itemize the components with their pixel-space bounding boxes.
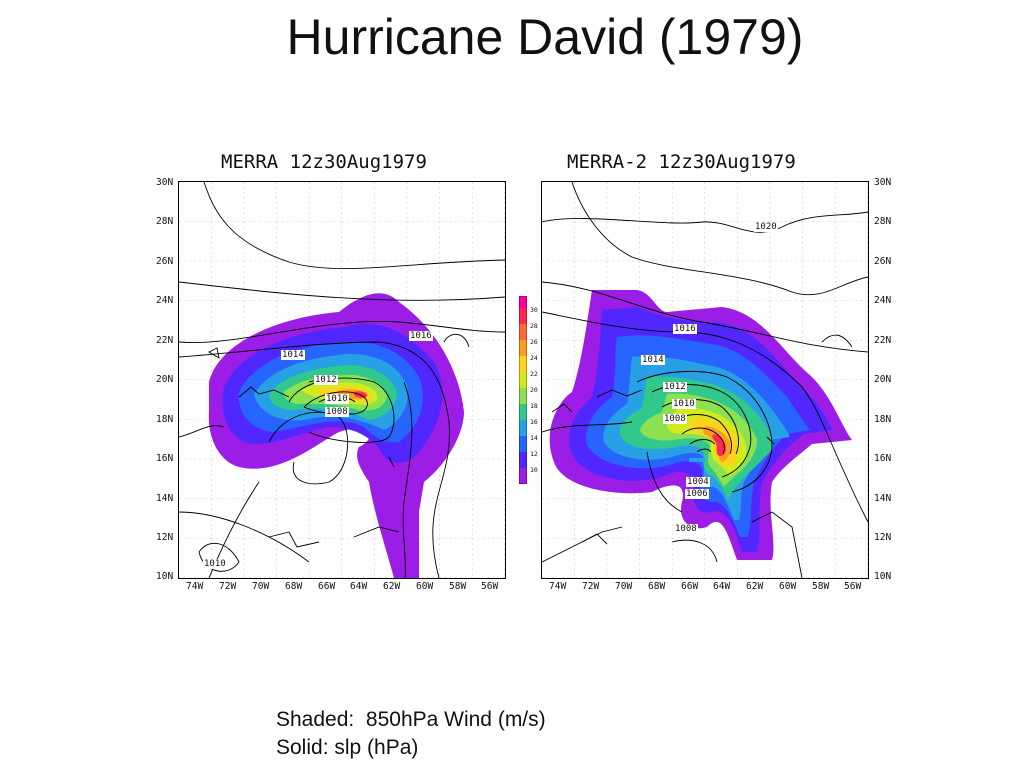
slide-title: Hurricane David (1979) [286,9,804,65]
colorbar-label: 30 [530,306,538,314]
lon-label: 70W [615,581,633,592]
contour-label: 1010 [325,394,349,404]
contour-label: 1014 [281,350,305,360]
lon-label: 62W [746,581,764,592]
lat-label: 26N [156,256,174,267]
colorbar-label: 18 [530,402,538,410]
lat-label: 12N [156,532,174,543]
lon-label: 64W [713,581,731,592]
lat-label: 28N [874,216,892,227]
lat-label: 22N [874,335,892,346]
lat-label: 14N [874,493,892,504]
contour-label: 1006 [685,489,709,499]
lat-label: 20N [874,374,892,385]
figure-legend: Shaded: 850hPa Wind (m/s) Solid: slp (hP… [276,706,546,762]
contour-label: 1008 [674,524,698,534]
right-map-plot [542,182,868,578]
lat-label: 14N [156,493,174,504]
lon-label: 68W [648,581,666,592]
lon-label: 56W [844,581,862,592]
lon-label: 66W [318,581,336,592]
left-panel-title: MERRA 12z30Aug1979 [221,151,427,173]
lat-label: 30N [156,177,174,188]
contour-label: 1020 [754,222,778,232]
lat-label: 26N [874,256,892,267]
lon-label: 60W [416,581,434,592]
colorbar-label: 24 [530,354,538,362]
lon-label: 58W [812,581,830,592]
contour-label: 1004 [686,477,710,487]
lon-label: 68W [285,581,303,592]
colorbar-label: 28 [530,322,538,330]
contour-label: 1016 [409,331,433,341]
contour-label: 1008 [663,414,687,424]
lat-label: 10N [156,571,174,582]
colorbar-label: 14 [530,434,538,442]
lat-label: 18N [156,414,174,425]
contour-label: 1014 [641,355,665,365]
colorbar-label: 10 [530,466,538,474]
right-panel-title: MERRA-2 12z30Aug1979 [567,151,796,173]
lon-label: 56W [481,581,499,592]
lon-label: 70W [252,581,270,592]
lat-label: 20N [156,374,174,385]
wind-colorbar [518,295,528,485]
lat-label: 28N [156,216,174,227]
lon-label: 72W [219,581,237,592]
contour-label: 1016 [673,324,697,334]
left-map: 1016 1014 1012 1010 1008 1010 [178,181,506,579]
contour-label: 1010 [203,559,227,569]
slp-contour [179,321,505,343]
legend-shaded: Shaded: 850hPa Wind (m/s) [276,708,546,731]
lon-label: 64W [350,581,368,592]
legend-solid: Solid: slp (hPa) [276,736,419,759]
lon-label: 74W [549,581,567,592]
lon-label: 74W [186,581,204,592]
lat-label: 30N [874,177,892,188]
lat-label: 24N [156,295,174,306]
contour-label: 1008 [325,407,349,417]
lon-label: 60W [779,581,797,592]
lon-label: 72W [582,581,600,592]
left-map-plot [179,182,505,578]
colorbar-label: 26 [530,338,538,346]
lon-label: 58W [449,581,467,592]
contour-label: 1012 [314,375,338,385]
slp-contour [542,211,868,233]
lat-label: 18N [874,414,892,425]
colorbar-label: 22 [530,370,538,378]
lat-label: 16N [874,453,892,464]
lat-label: 10N [874,571,892,582]
lon-label: 62W [383,581,401,592]
colorbar-label: 16 [530,418,538,426]
contour-label: 1012 [663,382,687,392]
lat-label: 16N [156,453,174,464]
colorbar-graphic [518,295,528,485]
lon-label: 66W [681,581,699,592]
lat-label: 24N [874,295,892,306]
right-map: 1020 1016 1014 1012 1010 1008 1004 1006 … [541,181,869,579]
lat-label: 12N [874,532,892,543]
lat-label: 22N [156,335,174,346]
colorbar-label: 12 [530,450,538,458]
contour-label: 1010 [672,399,696,409]
colorbar-label: 20 [530,386,538,394]
